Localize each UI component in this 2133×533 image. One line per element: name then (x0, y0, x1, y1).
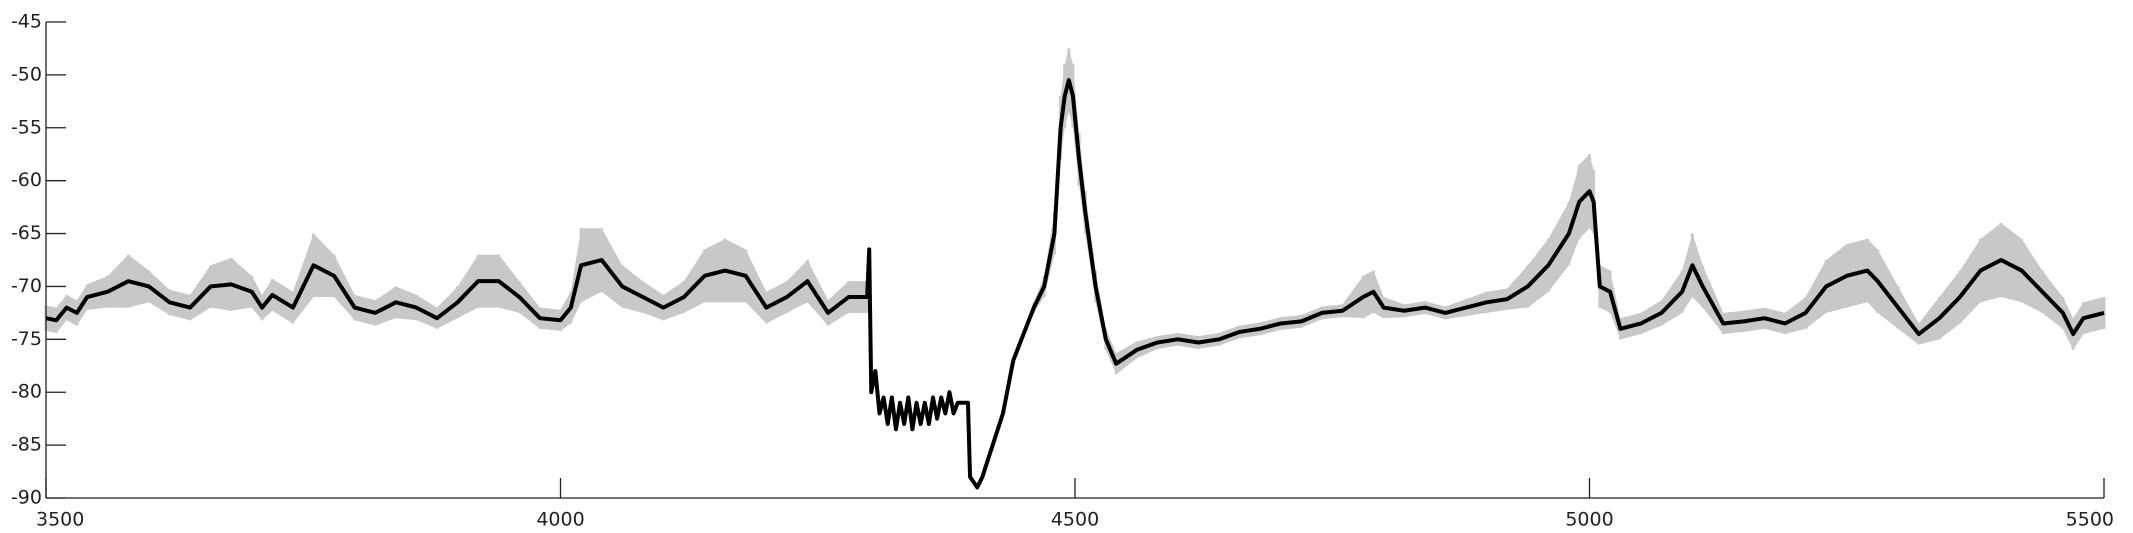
y-tick-label: -65 (11, 222, 42, 244)
x-tick-label: 4000 (536, 509, 584, 531)
y-tick-label: -50 (11, 63, 42, 85)
y-tick-label: -45 (11, 11, 42, 33)
y-tick-label: -55 (11, 116, 42, 138)
x-tick-label: 3500 (36, 509, 84, 531)
x-tick-label: 5000 (1565, 509, 1613, 531)
y-tick-label: -75 (11, 328, 42, 350)
y-tick-label: -90 (11, 487, 42, 509)
y-tick-label: -80 (11, 381, 42, 403)
y-tick-label: -70 (11, 275, 42, 297)
y-tick-label: -85 (11, 434, 42, 456)
x-tick-label: 5500 (2066, 509, 2114, 531)
y-tick-label: -60 (11, 169, 42, 191)
x-tick-label: 4500 (1051, 509, 1099, 531)
line (45, 78, 2105, 490)
